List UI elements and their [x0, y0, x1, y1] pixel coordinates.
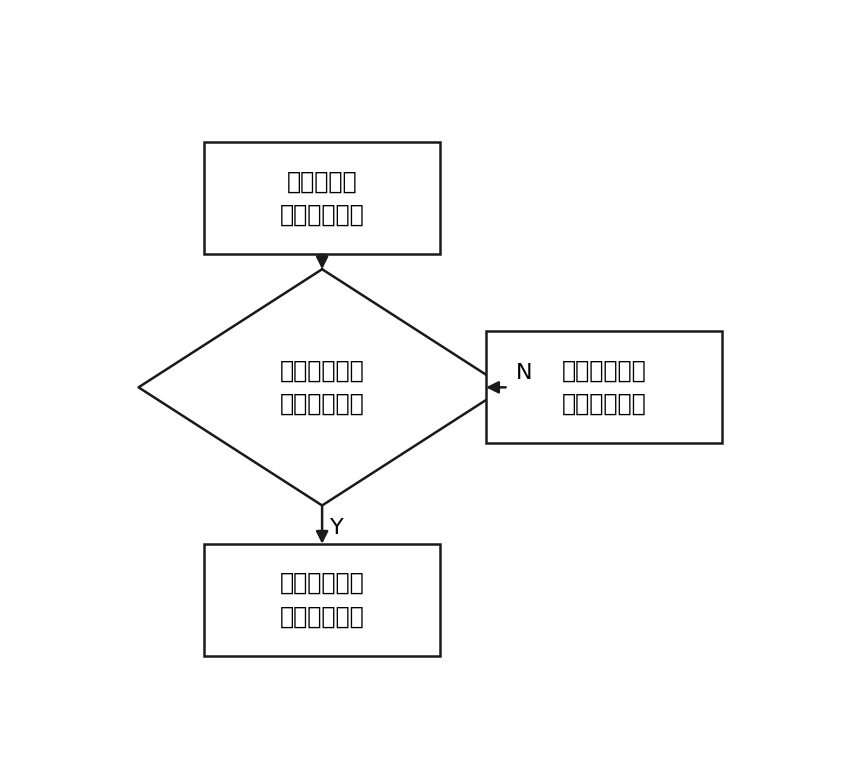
- Text: 组合仪表后轮
回正指示灯灭: 组合仪表后轮 回正指示灯灭: [562, 359, 646, 416]
- Text: N: N: [515, 363, 532, 383]
- Text: Y: Y: [330, 518, 343, 538]
- Text: 后轮转角传感
器处于中位？: 后轮转角传感 器处于中位？: [280, 359, 365, 416]
- Bar: [204, 142, 440, 255]
- Bar: [204, 544, 440, 656]
- Text: 读取后轮角
度传感器转角: 读取后轮角 度传感器转角: [280, 170, 365, 227]
- Text: 组合仪表后轮
回正指示灯亮: 组合仪表后轮 回正指示灯亮: [280, 571, 365, 629]
- Bar: [486, 331, 722, 443]
